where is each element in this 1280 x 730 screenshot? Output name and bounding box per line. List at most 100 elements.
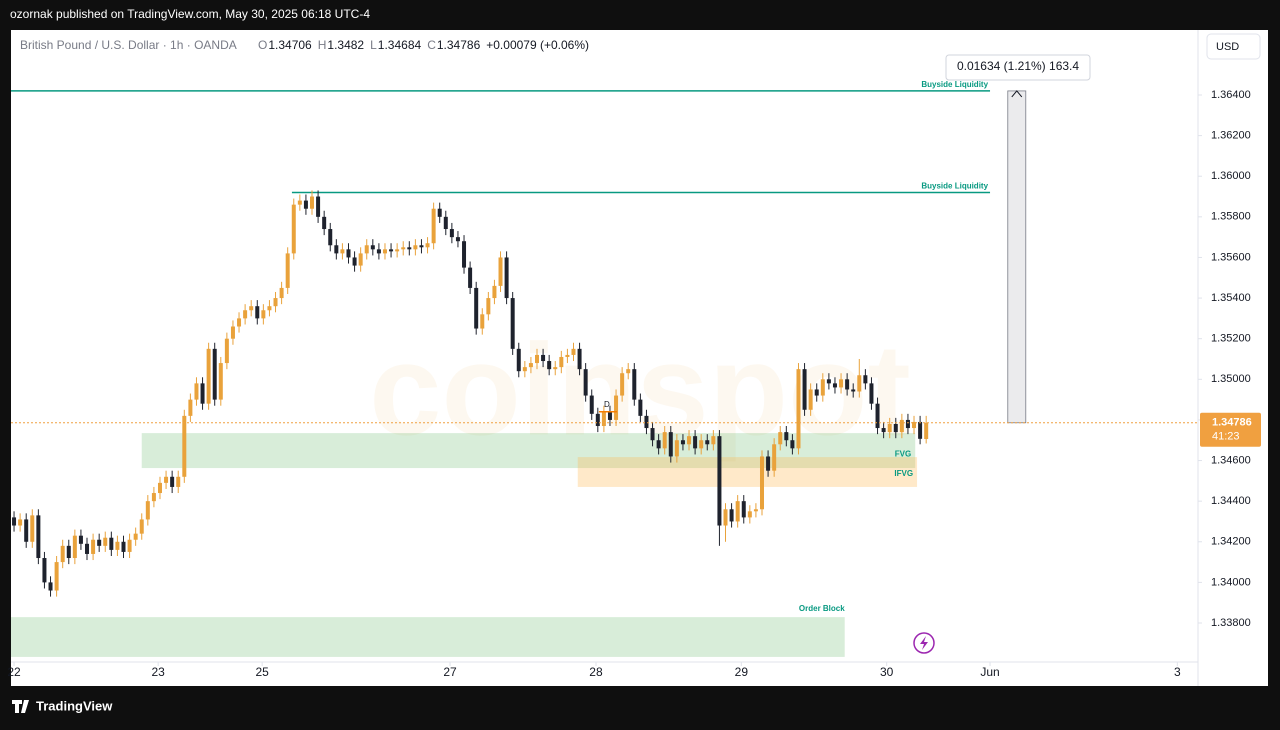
x-tick-label: 30: [880, 665, 894, 679]
candle-body: [139, 519, 144, 534]
candle-body: [103, 537, 108, 546]
x-tick-label: 28: [589, 665, 603, 679]
zone-label: IFVG: [894, 469, 913, 478]
candle-body: [826, 379, 831, 384]
y-tick-label: 1.36000: [1211, 170, 1251, 182]
candle-body: [115, 541, 120, 550]
candle-body: [680, 440, 685, 445]
candle-body: [759, 456, 764, 510]
candle-body: [918, 421, 923, 439]
candle-body: [182, 415, 187, 477]
candle-body: [243, 310, 248, 319]
candle-body: [316, 196, 321, 217]
candle-body: [626, 369, 631, 374]
candle-body: [881, 428, 886, 433]
y-tick-label: 1.36400: [1211, 89, 1251, 101]
legend-change: +0.00079 (+0.06%): [486, 38, 589, 52]
candle-body: [735, 501, 740, 522]
candle-body: [322, 216, 327, 230]
candle-body: [455, 237, 460, 242]
candle-body: [218, 363, 223, 400]
candle-body: [565, 354, 570, 357]
candle-body: [814, 389, 819, 396]
candle-body: [72, 535, 77, 559]
candle-body: [510, 298, 515, 349]
x-tick-label: 25: [255, 665, 269, 679]
candle-body: [395, 249, 400, 252]
candle-body: [36, 515, 41, 559]
candle-body: [772, 444, 777, 471]
x-tick-label: 23: [151, 665, 165, 679]
candle-body: [547, 361, 552, 370]
candle-body: [528, 363, 533, 368]
candle-body: [376, 249, 381, 254]
candle-body: [614, 395, 619, 420]
marker-label: D: [604, 400, 610, 409]
candle-body: [297, 200, 302, 205]
y-tick-label: 1.36200: [1211, 130, 1251, 142]
candle-body: [693, 436, 698, 449]
candle-body: [382, 249, 387, 254]
candle-body: [492, 285, 497, 299]
candle-body: [261, 310, 266, 319]
y-tick-label: 1.35800: [1211, 211, 1251, 223]
candle-body: [644, 415, 649, 429]
alert-icon[interactable]: [913, 632, 935, 654]
candle-body: [808, 389, 813, 410]
candle-body: [389, 249, 394, 252]
candle-body: [851, 389, 856, 392]
candle-body: [924, 422, 929, 440]
candle-body: [407, 247, 412, 250]
candle-body: [857, 375, 862, 392]
candle-body: [255, 306, 260, 319]
candle-body: [273, 298, 278, 307]
candle-body: [717, 436, 722, 526]
candle-body: [42, 558, 47, 583]
candle-body: [237, 318, 242, 327]
currency-button[interactable]: [1206, 33, 1261, 60]
candle-body: [224, 338, 229, 364]
x-tick-label: 27: [443, 665, 457, 679]
countdown: 41:23: [1212, 431, 1240, 443]
candle-body: [66, 545, 71, 559]
y-tick-label: 1.34600: [1211, 454, 1251, 466]
legend-value: 1.3482: [327, 38, 364, 52]
x-tick-label: 22: [7, 665, 21, 679]
price-tag-value: 1.34786: [1212, 417, 1252, 429]
candle-body: [133, 533, 138, 540]
publisher: ozornak published on TradingView.com, Ma…: [10, 7, 370, 21]
candle-body: [370, 245, 375, 250]
candle-body: [468, 267, 473, 288]
x-tick-label: 29: [735, 665, 749, 679]
zone: [11, 617, 845, 657]
liquidity-label: Buyside Liquidity: [921, 182, 988, 191]
zone-label: Order Block: [799, 604, 845, 613]
candle-body: [249, 306, 254, 311]
candle-body: [674, 440, 679, 457]
candle-body: [352, 257, 357, 266]
candle-body: [401, 247, 406, 250]
candle-body: [741, 501, 746, 518]
candle-body: [571, 348, 576, 355]
zone: [577, 457, 918, 487]
candle-body: [164, 476, 169, 483]
y-tick-label: 1.34000: [1211, 576, 1251, 588]
candle-body: [431, 208, 436, 244]
candle-body: [638, 399, 643, 416]
measure-range: [1007, 90, 1027, 424]
candle-body: [145, 501, 150, 520]
currency[interactable]: USD: [1216, 41, 1239, 53]
candle-body: [285, 253, 290, 288]
liquidity-label: Buyside Liquidity: [921, 80, 988, 89]
candle-body: [157, 482, 162, 494]
candle-body: [912, 421, 917, 429]
candle-body: [687, 436, 692, 445]
candle-body: [334, 245, 339, 254]
candle-body: [607, 411, 612, 420]
candle-body: [839, 379, 844, 388]
y-tick-label: 1.33800: [1211, 617, 1251, 629]
candle-body: [899, 419, 904, 433]
candle-body: [413, 245, 418, 250]
candle-body: [802, 369, 807, 410]
